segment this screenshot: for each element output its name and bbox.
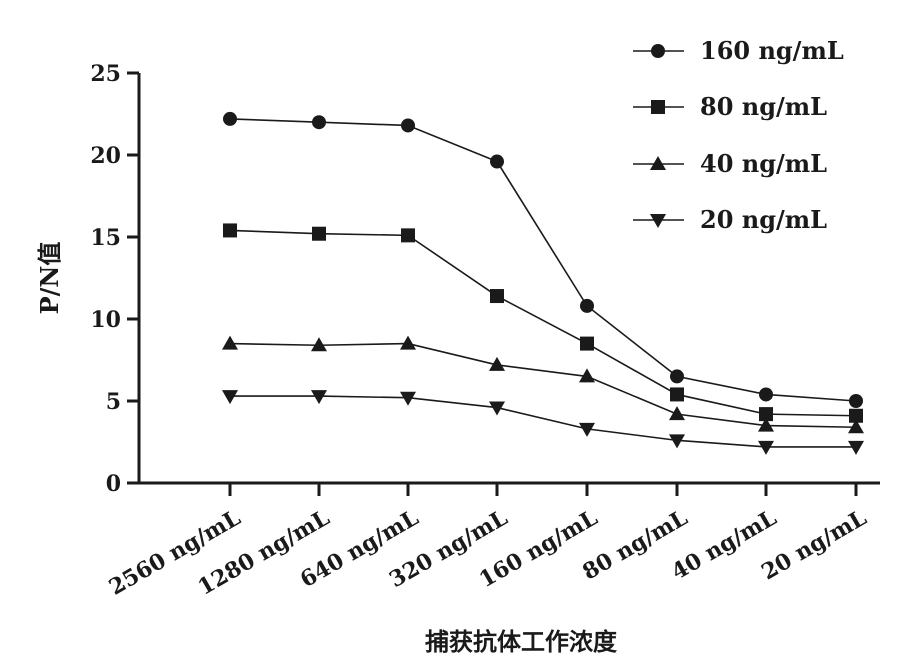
data-point <box>848 440 864 455</box>
data-point <box>489 401 505 416</box>
data-point <box>848 419 864 434</box>
legend-label: 160 ng/mL <box>700 36 844 65</box>
data-point <box>759 387 773 402</box>
y-tick-label: 20 <box>90 143 121 169</box>
legend-label: 80 ng/mL <box>700 92 827 121</box>
y-tick-label: 5 <box>106 389 121 415</box>
data-point <box>312 115 326 130</box>
data-point <box>579 368 595 383</box>
data-point <box>489 356 505 371</box>
data-point <box>311 337 327 352</box>
series-line <box>229 342 857 429</box>
data-point <box>401 228 415 243</box>
data-point <box>401 118 415 133</box>
series-4 <box>222 390 864 455</box>
series-line <box>230 395 856 448</box>
y-axis-title: P/N值 <box>35 242 64 315</box>
data-point <box>222 390 238 405</box>
data-point <box>670 387 684 402</box>
legend-marker <box>650 214 666 228</box>
data-point <box>580 298 594 313</box>
legend-item: 20 ng/mL <box>633 205 827 234</box>
series-3 <box>222 335 864 434</box>
data-point <box>670 369 684 384</box>
data-point <box>222 335 238 350</box>
data-point <box>849 408 863 423</box>
x-axis-title: 捕获抗体工作浓度 <box>425 627 618 656</box>
axes <box>137 73 880 485</box>
y-tick-label: 25 <box>90 61 121 87</box>
y-axis-ticks: 0 5 10 15 20 25 <box>90 61 139 497</box>
data-point <box>490 289 504 304</box>
series-1 <box>223 111 863 408</box>
data-point <box>669 406 685 421</box>
legend-marker <box>650 156 666 170</box>
data-point <box>400 335 416 350</box>
series-line <box>229 229 857 417</box>
data-point <box>311 390 327 405</box>
data-point <box>580 336 594 351</box>
data-point <box>312 226 326 241</box>
legend-label: 40 ng/mL <box>700 149 827 178</box>
data-point <box>759 407 773 422</box>
data-point <box>400 391 416 406</box>
legend-marker <box>651 44 665 58</box>
legend-item: 80 ng/mL <box>633 92 827 121</box>
legend-label: 20 ng/mL <box>700 205 827 234</box>
series-2 <box>223 223 863 423</box>
data-point <box>849 394 863 408</box>
data-point <box>223 111 237 126</box>
data-point <box>758 417 774 432</box>
y-tick-label: 15 <box>90 225 121 251</box>
legend-item: 40 ng/mL <box>633 149 827 178</box>
legend: 160 ng/mL 80 ng/mL 40 ng/mL 20 ng/mL <box>633 36 844 234</box>
y-tick-label: 0 <box>106 471 121 497</box>
y-tick-label: 10 <box>90 307 121 333</box>
data-point <box>758 440 774 455</box>
legend-item: 160 ng/mL <box>633 36 844 65</box>
data-point <box>490 154 504 169</box>
data-point <box>579 422 595 437</box>
data-point <box>223 223 237 238</box>
legend-marker <box>651 100 665 114</box>
data-point <box>669 434 685 449</box>
series-line <box>229 118 857 402</box>
series-layer <box>222 111 864 455</box>
